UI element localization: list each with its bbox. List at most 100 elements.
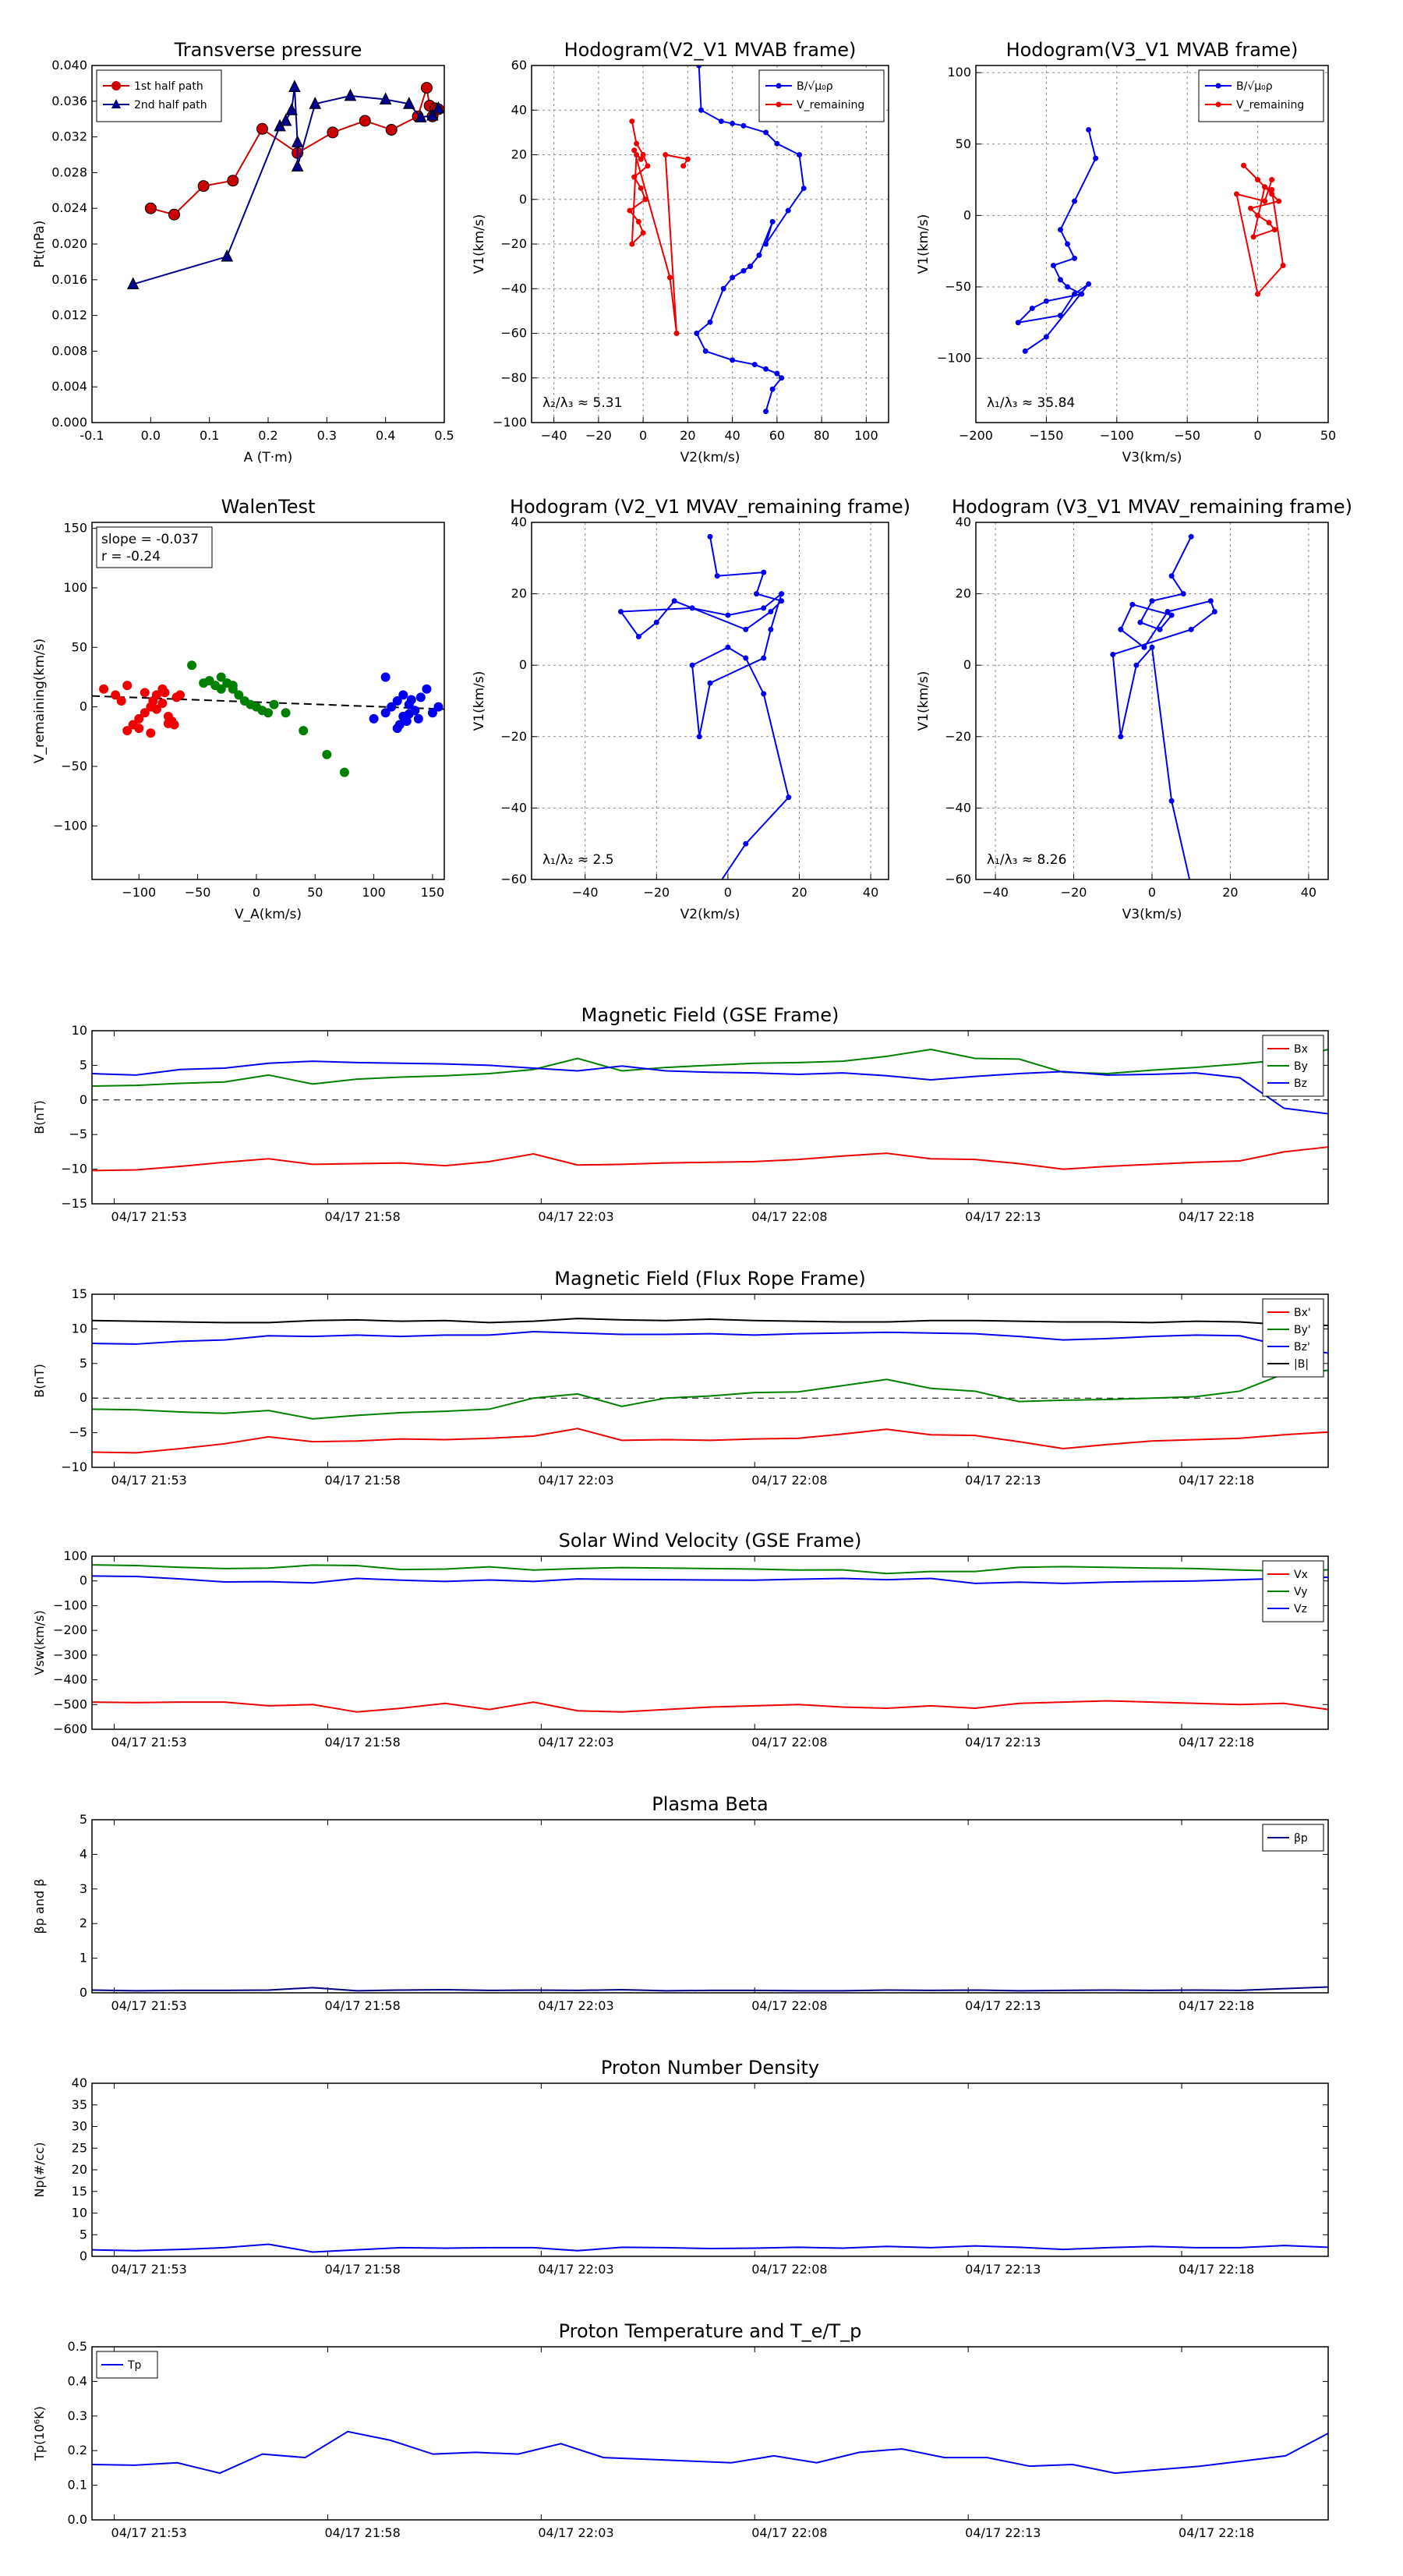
series-line [1016, 129, 1097, 352]
x-tick-label: 20 [791, 885, 807, 900]
data-point [718, 119, 724, 125]
y-tick-label: −40 [500, 281, 527, 295]
data-point [1149, 644, 1155, 650]
y-tick-label: −100 [937, 351, 971, 366]
data-point [1164, 609, 1171, 614]
x-axis-label: V3(km/s) [1122, 907, 1182, 922]
annotation-text: λ₁/λ₃ ≈ 8.26 [987, 852, 1066, 868]
x-axis-label: A (T·m) [244, 450, 293, 465]
y-tick-label: 0 [80, 1390, 87, 1405]
x-tick-label: −50 [185, 885, 211, 900]
y-tick-label: 20 [511, 586, 527, 601]
chart-h2: Hodogram(V3_V1 MVAB frame) −200 −150 −100 −5… [916, 39, 1336, 465]
legend-label: By' [1294, 1324, 1311, 1336]
data-point [1271, 227, 1278, 233]
data-point [111, 690, 121, 700]
data-point [740, 122, 747, 129]
plot-frame [91, 1555, 1329, 1730]
x-tick-label: 04/17 21:58 [324, 2525, 400, 2540]
data-point [743, 655, 749, 661]
data-point [387, 702, 397, 712]
series-V_remaining [627, 119, 691, 336]
data-point [800, 185, 807, 191]
y-tick-label: 100 [63, 580, 87, 595]
data-point [763, 241, 769, 247]
data-point [163, 719, 173, 729]
x-tick-label: 04/17 22:18 [1179, 1998, 1254, 2013]
data-point [322, 749, 332, 759]
data-point [680, 163, 687, 169]
x-tick-label: 04/17 21:58 [324, 2262, 400, 2277]
y-tick-label: 1 [80, 1951, 87, 1966]
data-point [698, 107, 705, 113]
series-group-1 [187, 660, 349, 777]
y-tick-label: −400 [53, 1672, 87, 1687]
legend-box [758, 69, 885, 122]
series-line-Tp [91, 2430, 1329, 2475]
y-axis-label: V1(km/s) [916, 214, 931, 274]
y-tick-label: −100 [53, 818, 87, 833]
data-point [1065, 241, 1071, 247]
y-tick-label: −20 [500, 236, 527, 251]
data-point [763, 129, 769, 136]
data-point [1207, 598, 1214, 604]
x-tick-label: 0.2 [258, 428, 277, 443]
data-point [761, 655, 767, 661]
x-tick-label: 04/17 22:03 [538, 1209, 613, 1224]
chart-tp: Transverse pressure -0.1 0.0 0.1 0.2 0.3 0.4 0.… [32, 39, 454, 465]
data-point [134, 724, 144, 734]
x-tick-label: −50 [1174, 428, 1200, 443]
legend-label: V_remaining [1236, 99, 1304, 111]
y-tick-label: 0 [963, 657, 971, 672]
data-point [1133, 662, 1140, 668]
y-tick-label: −5 [69, 1425, 87, 1440]
data-point [187, 660, 197, 671]
data-point [725, 612, 731, 618]
y-tick-label: 0.3 [68, 2408, 87, 2423]
y-tick-label: −40 [945, 800, 971, 815]
legend-marker [111, 99, 121, 108]
y-tick-label: 0 [519, 192, 527, 207]
x-tick-label: 100 [854, 428, 878, 443]
y-tick-label: −200 [53, 1622, 87, 1637]
y-tick-label: −60 [500, 326, 527, 341]
chart-title: Hodogram (V3_V1 MVAV_remaining frame) [952, 496, 1352, 518]
legend-label: B/√μ₀ρ [797, 80, 833, 93]
x-tick-label: −40 [541, 428, 567, 443]
data-point [263, 708, 273, 718]
annotation-text: λ₁/λ₃ ≈ 35.84 [987, 395, 1075, 411]
data-point [618, 609, 624, 614]
x-tick-label: 40 [724, 428, 740, 443]
x-tick-label: 0 [1148, 885, 1156, 900]
x-tick-label: 04/17 22:08 [751, 1998, 827, 2013]
y-tick-label: 0 [963, 207, 971, 222]
data-point [1211, 609, 1217, 614]
data-point [157, 699, 168, 709]
data-point [1255, 212, 1261, 218]
series-line [1111, 536, 1216, 879]
data-point [175, 690, 185, 700]
data-point [402, 97, 415, 109]
x-tick-label: 04/17 21:58 [324, 1998, 400, 2013]
x-tick-label: 04/17 21:58 [324, 1209, 400, 1224]
data-point [256, 122, 268, 135]
x-tick-label: 0.5 [434, 428, 454, 443]
x-tick-label: 04/17 21:53 [111, 1473, 187, 1488]
data-point [99, 684, 109, 694]
y-tick-label: 15 [72, 2184, 87, 2199]
y-tick-label: 20 [72, 2162, 87, 2177]
x-tick-label: 0.3 [317, 428, 337, 443]
data-point [761, 605, 767, 611]
data-point [404, 709, 414, 719]
data-point [1276, 198, 1282, 204]
chart-title: WalenTest [221, 496, 316, 518]
data-point [288, 80, 301, 92]
data-point [344, 88, 357, 101]
y-tick-label: 0.004 [51, 379, 87, 394]
data-point [216, 672, 226, 682]
data-point [1233, 191, 1239, 197]
data-point [122, 681, 133, 691]
data-point [769, 386, 776, 392]
plot-frame [91, 65, 445, 423]
data-point [140, 688, 150, 698]
